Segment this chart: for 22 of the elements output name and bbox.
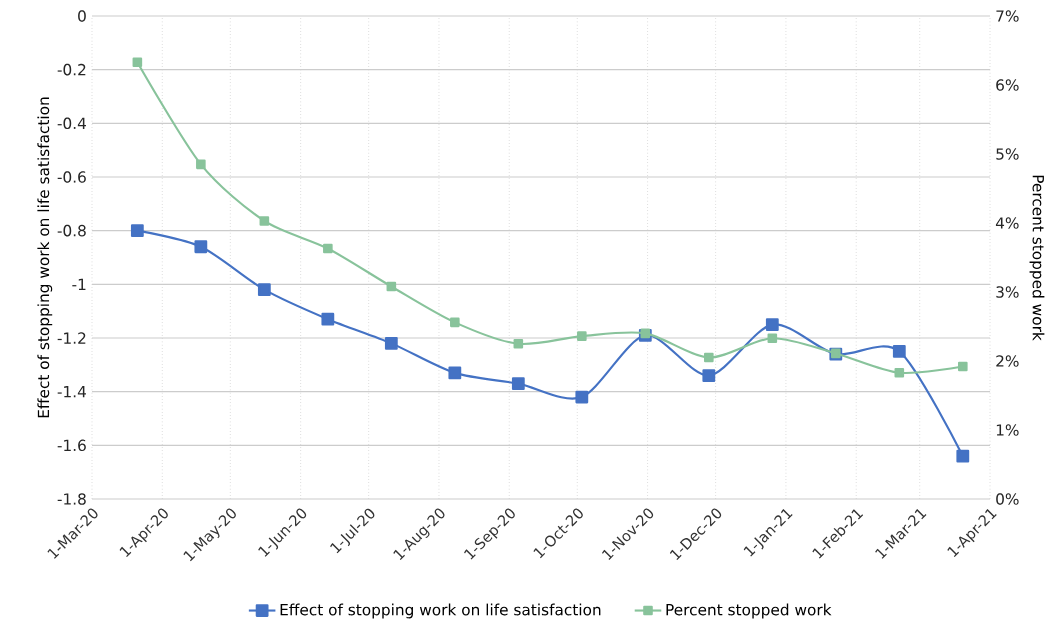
y2-tick-label: 5% (996, 148, 1019, 160)
y2-tick-label: 1% (996, 424, 1019, 436)
y2-axis-title: Percent stopped work (1029, 175, 1045, 341)
y2-tick-label: 4% (995, 217, 1019, 229)
y-tick-label: -1.4 (57, 386, 86, 398)
y-axis-title: Effect of stopping work on life satisfaction (37, 97, 53, 418)
y-tick-label: -1 (72, 278, 86, 290)
legend-label: Percent stopped work (666, 603, 832, 619)
legend-label: Effect of stopping work on life satisfaction (280, 603, 601, 619)
y-tick-label: -0.2 (57, 63, 86, 76)
y2-tick-label: 2% (996, 355, 1019, 367)
y2-tick-label: 0% (996, 493, 1019, 505)
y2-tick-label: 7% (996, 10, 1019, 22)
y2-tick-label: 6% (996, 79, 1019, 91)
y-tick-label: 0 (78, 10, 86, 22)
y-tick-label: -0.4 (57, 117, 86, 130)
y-tick-label: -0.8 (57, 224, 86, 237)
y2-tick-label: 3% (996, 286, 1019, 298)
y-tick-label: -1.2 (57, 332, 86, 344)
y-tick-label: -1.6 (57, 439, 86, 452)
y-tick-label: -0.6 (57, 171, 86, 183)
y-tick-label: -1.8 (57, 493, 86, 505)
